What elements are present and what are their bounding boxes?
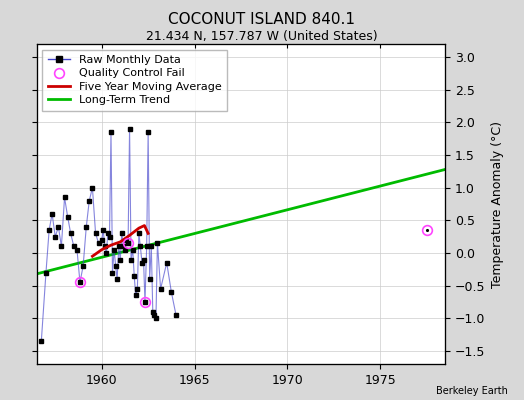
Text: COCONUT ISLAND 840.1: COCONUT ISLAND 840.1 <box>169 12 355 27</box>
Text: 21.434 N, 157.787 W (United States): 21.434 N, 157.787 W (United States) <box>146 30 378 43</box>
Legend: Raw Monthly Data, Quality Control Fail, Five Year Moving Average, Long-Term Tren: Raw Monthly Data, Quality Control Fail, … <box>42 50 227 111</box>
Text: Berkeley Earth: Berkeley Earth <box>436 386 508 396</box>
Y-axis label: Temperature Anomaly (°C): Temperature Anomaly (°C) <box>491 120 504 288</box>
